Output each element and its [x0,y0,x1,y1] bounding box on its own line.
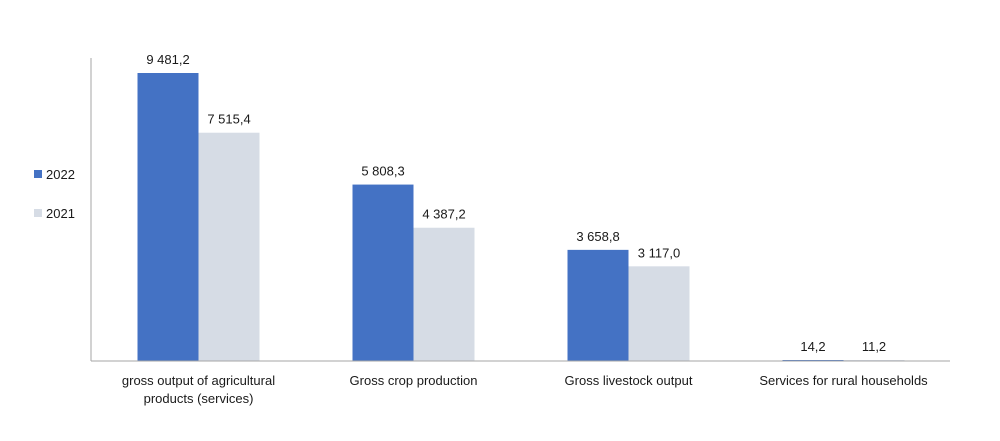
data-labels-group: 9 481,2 7 515,4 5 808,3 4 387,2 3 658,8 3 117… [146,52,886,354]
data-label-2021-0: 7 515,4 [207,112,250,127]
legend-label-2021: 2021 [46,206,75,221]
data-label-2022-3: 14,2 [800,339,825,354]
legend: 2022 2021 [34,167,75,221]
category-label-0-1: products (services) [144,391,254,406]
category-label-1-0: Gross crop production [350,373,478,388]
data-label-2021-2: 3 117,0 [638,245,680,260]
bar-2021-1 [413,227,475,361]
data-label-2021-1: 4 387,2 [422,207,465,222]
category-label-2-0: Gross livestock output [565,373,693,388]
axes-group [90,58,950,362]
legend-swatch-2021 [34,209,42,217]
bar-2022-0 [137,73,199,361]
legend-swatch-2022 [34,170,42,178]
legend-label-2022: 2022 [46,167,75,182]
data-label-2022-2: 3 658,8 [576,229,619,244]
bar-2021-2 [628,266,690,361]
bar-2022-2 [567,249,629,361]
bar-2021-0 [198,132,260,361]
category-labels-group: gross output of agricultural products (se… [122,373,928,406]
data-label-2021-3: 11,2 [862,339,886,354]
data-label-2022-0: 9 481,2 [146,52,189,67]
bars-group [137,73,905,361]
bar-2022-1 [352,184,414,361]
category-label-3-0: Services for rural households [759,373,928,388]
data-label-2022-1: 5 808,3 [361,164,404,179]
category-label-0-0: gross output of agricultural [122,373,275,388]
